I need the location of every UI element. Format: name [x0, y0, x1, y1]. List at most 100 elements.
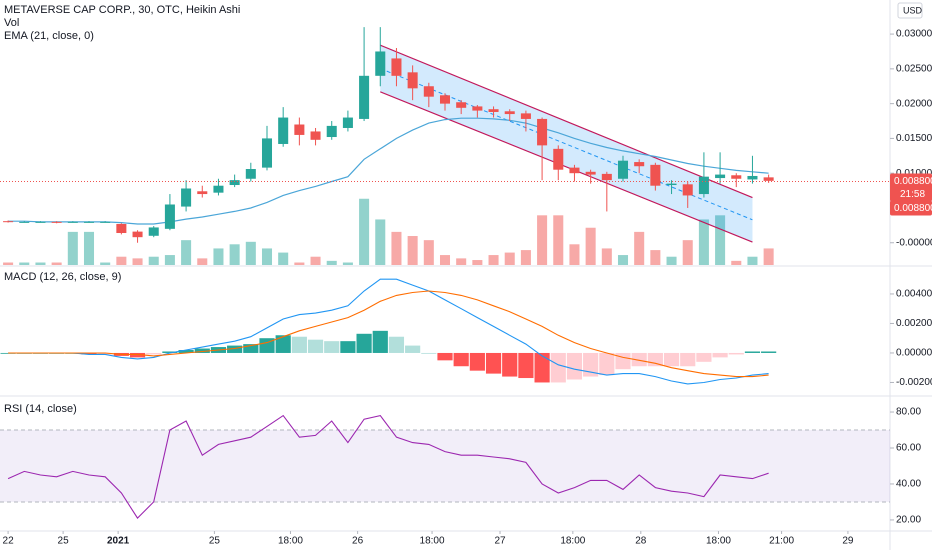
volume-bar — [650, 250, 661, 265]
volume-bar — [278, 252, 289, 265]
volume-bar — [423, 240, 434, 265]
x-tick-label: 25 — [209, 536, 221, 547]
candle-body — [407, 72, 418, 89]
volume-bar — [472, 260, 483, 265]
histogram-bar — [243, 344, 259, 353]
volume-bar — [213, 248, 224, 265]
y-tick-label: 0.000000 — [896, 348, 932, 359]
histogram-bar — [81, 352, 97, 355]
volume-bar — [715, 215, 726, 265]
volume-bar — [261, 248, 273, 265]
histogram-bar — [227, 345, 243, 353]
candle-body — [278, 117, 289, 144]
candle-body — [100, 221, 111, 223]
candle-body — [229, 180, 240, 186]
histogram-bar — [405, 345, 421, 353]
candle-body — [617, 160, 629, 179]
candle-body — [261, 138, 273, 168]
macd-line — [8, 278, 769, 385]
volume-bar — [537, 215, 548, 265]
histogram-bar — [534, 352, 550, 383]
channel-line — [380, 44, 753, 199]
candle-body — [181, 188, 192, 207]
candle-body — [472, 106, 483, 111]
volume-bar — [35, 262, 46, 265]
histogram-bar — [728, 352, 744, 355]
volume-bar — [763, 248, 774, 265]
volume-bar — [698, 219, 709, 265]
candle-body — [488, 109, 499, 112]
candle-body — [67, 221, 78, 223]
candle-body — [763, 177, 774, 181]
ema-line — [8, 117, 769, 225]
volume-bar — [116, 256, 127, 265]
candle-body — [682, 184, 693, 196]
volume-bar — [310, 256, 321, 265]
histogram-bar — [696, 352, 712, 362]
candle-body — [601, 173, 612, 181]
candle-body — [439, 95, 451, 104]
volume-bar — [294, 262, 305, 265]
y-tick-label: 80.00 — [896, 407, 921, 418]
candle-body — [35, 221, 46, 223]
price-tag — [890, 200, 932, 216]
volume-bar — [342, 262, 353, 265]
histogram-bar — [291, 336, 307, 353]
candle-body — [3, 221, 14, 223]
candle-body — [715, 174, 726, 179]
histogram-bar — [485, 352, 502, 374]
candle-body — [197, 191, 208, 195]
histogram-bar — [453, 352, 469, 367]
volume-bar — [391, 231, 402, 265]
candle-body — [391, 58, 402, 76]
volume-bar — [682, 240, 693, 265]
candle-body — [132, 231, 143, 238]
histogram-bar — [761, 351, 777, 353]
ema-label: EMA (21, close, 0) — [4, 30, 94, 42]
y-tick-label: 20.00 — [896, 515, 921, 526]
volume-bar — [407, 236, 418, 265]
candle-body — [359, 75, 370, 119]
histogram-bar — [599, 352, 615, 376]
x-tick-label: 18:00 — [560, 536, 585, 547]
histogram-bar — [146, 352, 162, 355]
x-tick-label: 25 — [58, 536, 70, 547]
candle-body — [19, 221, 30, 223]
x-tick-label: 2021 — [107, 536, 130, 547]
histogram-bar — [518, 352, 534, 379]
histogram-bar — [372, 330, 388, 353]
candle-body — [342, 117, 353, 128]
volume-bar — [181, 240, 192, 265]
x-tick-label: 21:00 — [769, 536, 794, 547]
histogram-bar — [129, 352, 146, 358]
histogram-bar — [259, 338, 275, 353]
histogram-bar — [744, 351, 761, 353]
candle-body — [634, 162, 645, 167]
volume-bar — [83, 231, 95, 265]
candle-body — [747, 175, 758, 180]
histogram-bar — [162, 351, 178, 353]
volume-bar — [520, 250, 531, 265]
candle-body — [164, 204, 175, 229]
candle-body — [698, 176, 709, 195]
candle-body — [504, 111, 515, 115]
candle-body — [213, 185, 224, 193]
volume-bar — [3, 262, 14, 265]
candle-body — [83, 221, 95, 223]
histogram-bar — [324, 341, 340, 353]
chart-title: METAVERSE CAP CORP., 30, OTC, Heikin Ash… — [4, 4, 240, 16]
x-tick-label: 26 — [352, 536, 364, 547]
candle-body — [666, 183, 677, 186]
candle-body — [148, 227, 159, 236]
volume-bar — [456, 258, 467, 265]
y-tick-label: 60.00 — [896, 443, 921, 454]
volume-bar — [67, 231, 78, 265]
